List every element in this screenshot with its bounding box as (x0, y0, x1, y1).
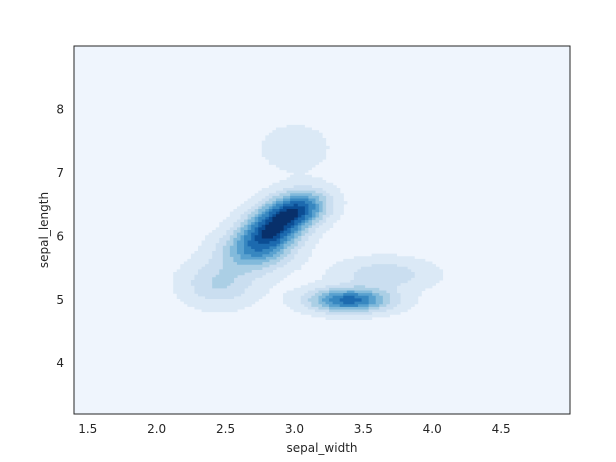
x-tick-label: 4.5 (492, 422, 511, 436)
y-tick-label: 4 (56, 356, 64, 370)
y-axis-label: sepal_length (37, 192, 51, 268)
x-axis-label: sepal_width (286, 441, 357, 455)
x-tick-label: 1.5 (78, 422, 97, 436)
x-tick-label: 4.0 (423, 422, 442, 436)
x-tick-label: 3.5 (354, 422, 373, 436)
y-tick-label: 8 (56, 102, 64, 116)
x-tick-label: 2.0 (147, 422, 166, 436)
x-tick-label: 3.0 (285, 422, 304, 436)
density-level-9 (261, 208, 298, 239)
x-axis-ticks: 1.5 2.0 2.5 3.0 3.5 4.0 4.5 (78, 422, 510, 436)
density-contours (173, 124, 444, 320)
density-level-2 (190, 185, 415, 315)
y-tick-label: 6 (56, 229, 64, 243)
y-tick-label: 7 (56, 166, 64, 180)
y-axis-ticks: 4 5 6 7 8 (56, 102, 64, 370)
y-tick-label: 5 (56, 293, 64, 307)
x-tick-label: 2.5 (216, 422, 235, 436)
plot-frame (73, 45, 571, 415)
